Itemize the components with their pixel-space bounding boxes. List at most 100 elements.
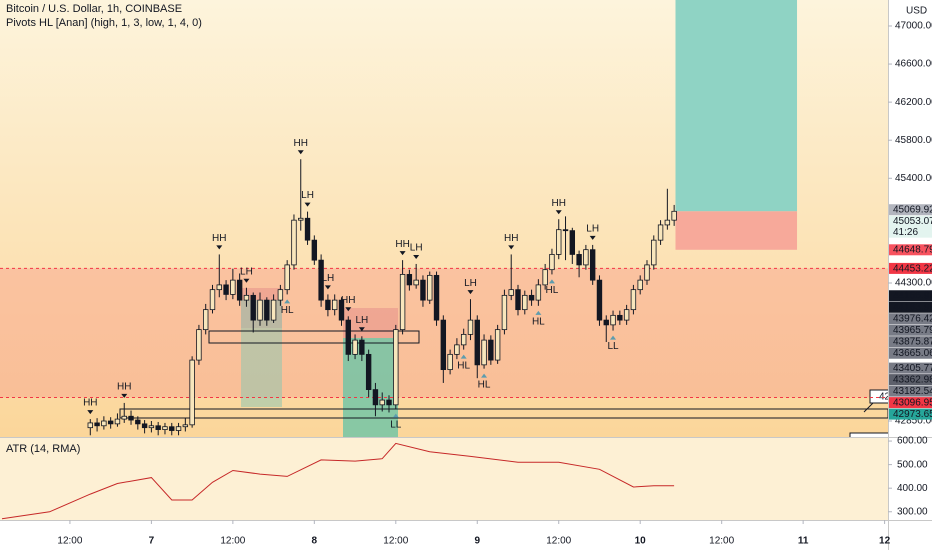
atr-y-tick-label: 400.00 — [897, 483, 928, 494]
pivot-label: HH — [504, 233, 518, 244]
candle-body — [372, 389, 379, 406]
atr-pane — [0, 438, 888, 520]
price-label-box — [889, 301, 932, 313]
atr-y-tick-label: 300.00 — [897, 506, 928, 517]
price-label-box — [889, 313, 932, 325]
pivot-marker — [216, 245, 223, 250]
candle-body — [657, 224, 664, 241]
candle-body — [352, 339, 358, 355]
price-label: 44163.99 — [893, 302, 932, 313]
currency: USD — [906, 6, 927, 17]
pivot-marker — [121, 393, 128, 398]
candle-body — [494, 329, 501, 361]
pivot-label: HL — [478, 379, 491, 390]
pivot-marker — [610, 335, 617, 340]
candle-body — [169, 426, 175, 431]
candle-body — [508, 289, 514, 296]
candle-body — [386, 399, 392, 406]
price-label: 44165.92 — [893, 291, 932, 302]
atr-y-tick-label: 500.00 — [897, 459, 928, 470]
pivot-label: HH — [212, 233, 226, 244]
pivot-label: HH — [83, 398, 97, 409]
x-tick-label: 8 — [312, 536, 318, 547]
pivot-label: HH — [341, 295, 355, 306]
price-label-box — [889, 324, 932, 336]
symbol-legend: Bitcoin / U.S. Dollar, 1h, COINBASE — [6, 3, 182, 15]
atr-y-tick-label: 600.00 — [897, 436, 928, 447]
x-tick-label: 9 — [474, 536, 480, 547]
price-label-box — [889, 262, 932, 274]
price-label-box — [889, 336, 932, 348]
price-label-box — [889, 362, 932, 374]
x-tick-label: 7 — [149, 536, 155, 547]
candle-body — [101, 420, 107, 427]
candle-body — [175, 426, 182, 431]
candle-body — [644, 264, 650, 281]
pivot-label: HH — [294, 138, 308, 149]
trade-box — [343, 308, 398, 338]
candle-body — [243, 294, 250, 301]
price-label: 43875.87 — [893, 337, 932, 348]
range-box — [208, 330, 420, 344]
price-label: 43405.77 — [893, 363, 932, 374]
pivot-label: LH — [240, 266, 253, 277]
x-tick-label: 12:00 — [383, 536, 408, 547]
pivot-marker — [345, 307, 352, 312]
candle-body — [304, 217, 311, 241]
pivot-label: LH — [464, 278, 477, 289]
candle-body — [460, 333, 467, 346]
price-label: 44648.79 — [893, 245, 932, 256]
y-tick-label: 47000.00 — [895, 21, 932, 32]
pivot-label: HL — [546, 285, 559, 296]
price-label-box — [889, 385, 932, 397]
pivot-marker — [555, 210, 562, 215]
pivot-marker — [324, 285, 331, 290]
candle-body — [413, 279, 419, 286]
range-box — [849, 432, 888, 437]
pivot-label: LH — [355, 315, 368, 326]
pivot-marker — [460, 354, 467, 359]
pivot-label: LH — [301, 190, 314, 201]
candle-body — [128, 415, 134, 421]
candle-body — [474, 319, 480, 366]
candle-body — [671, 210, 677, 221]
x-tick-label: 10 — [635, 536, 647, 547]
candle-body — [433, 274, 440, 321]
candle-body — [94, 422, 100, 427]
candle-body — [440, 319, 447, 371]
candle-body — [209, 289, 216, 311]
pivot-label: LL — [390, 419, 402, 430]
pivot-label: HH — [552, 198, 566, 209]
candle-body — [651, 239, 657, 266]
candle-body — [189, 359, 195, 426]
candle-body — [331, 299, 338, 311]
price-label-box — [889, 204, 932, 216]
price-label-box — [889, 244, 932, 256]
candle-body — [501, 294, 508, 331]
candle-body — [298, 217, 304, 221]
candle-body — [216, 284, 222, 291]
candle-body — [114, 418, 121, 425]
candle-body — [338, 299, 345, 321]
pivot-marker — [87, 410, 94, 415]
y-tick-label: 46200.00 — [895, 97, 932, 108]
candle-body — [365, 353, 372, 390]
candle-body — [277, 289, 284, 301]
pivot-label: HL — [457, 360, 470, 371]
candle-body — [603, 319, 609, 326]
x-tick-label: 12:00 — [220, 536, 245, 547]
candle-body — [420, 279, 426, 301]
candle-body — [589, 249, 596, 281]
candle-body — [488, 339, 494, 361]
candle-body — [182, 424, 189, 428]
price-label: 43976.42 — [893, 314, 932, 325]
price-label: 43182.54 — [893, 386, 932, 397]
x-tick-label: 12:00 — [709, 536, 734, 547]
price-label-box — [889, 408, 932, 420]
callout-box — [869, 389, 888, 404]
candle-body — [528, 294, 535, 301]
pivot-marker — [467, 290, 474, 295]
price-label: 43965.79 — [893, 325, 932, 336]
candle-body — [196, 329, 202, 361]
candle-body — [250, 294, 256, 321]
